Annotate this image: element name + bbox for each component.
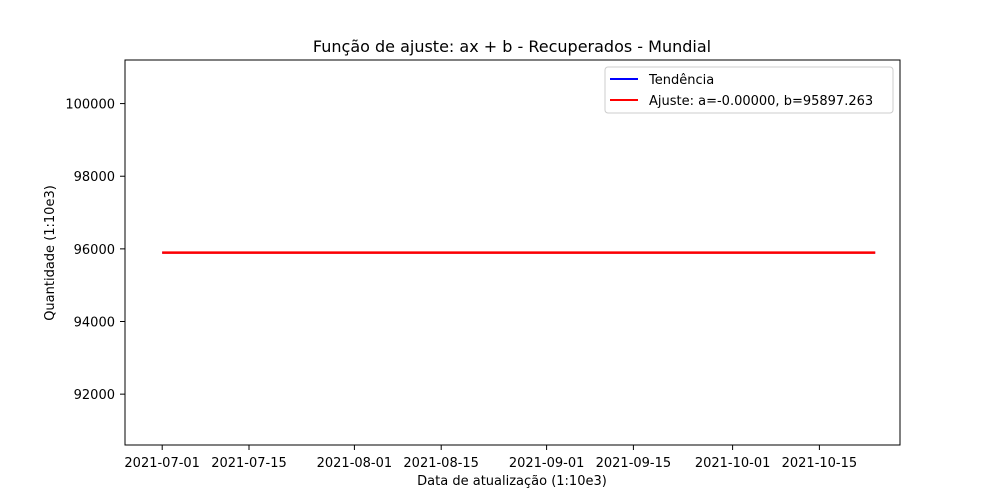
y-tick-label: 96000 bbox=[74, 243, 115, 258]
y-tick-label: 92000 bbox=[74, 388, 115, 403]
x-axis-label: Data de atualização (1:10e3) bbox=[417, 474, 607, 489]
legend-box bbox=[604, 66, 894, 114]
plot-area bbox=[124, 59, 901, 446]
y-axis-label: Quantidade (1:10e3) bbox=[43, 185, 58, 321]
y-tick-label: 100000 bbox=[65, 98, 115, 113]
x-tick-label: 2021-07-01 bbox=[124, 456, 200, 471]
x-tick-label: 2021-10-01 bbox=[695, 456, 771, 471]
x-tick-label: 2021-08-15 bbox=[403, 456, 479, 471]
y-tick-label: 98000 bbox=[74, 170, 115, 185]
x-tick-label: 2021-10-15 bbox=[782, 456, 858, 471]
chart-title: Função de ajuste: ax + b - Recuperados -… bbox=[313, 37, 711, 56]
legend-label: Tendência bbox=[648, 73, 714, 88]
x-tick-label: 2021-09-01 bbox=[509, 456, 585, 471]
x-tick-label: 2021-08-01 bbox=[317, 456, 393, 471]
legend-label: Ajuste: a=-0.00000, b=95897.263 bbox=[649, 94, 873, 109]
x-tick-label: 2021-07-15 bbox=[211, 456, 287, 471]
y-tick-label: 94000 bbox=[74, 316, 115, 331]
x-axis: 2021-07-01 2021-07-15 2021-08-01 2021-08-15… bbox=[124, 445, 857, 471]
legend: Tendência Ajuste: a=-0.00000, b=95897.263 bbox=[604, 66, 894, 114]
x-tick-label: 2021-09-15 bbox=[596, 456, 672, 471]
y-axis: 92000 94000 96000 98000 100000 bbox=[65, 98, 125, 403]
